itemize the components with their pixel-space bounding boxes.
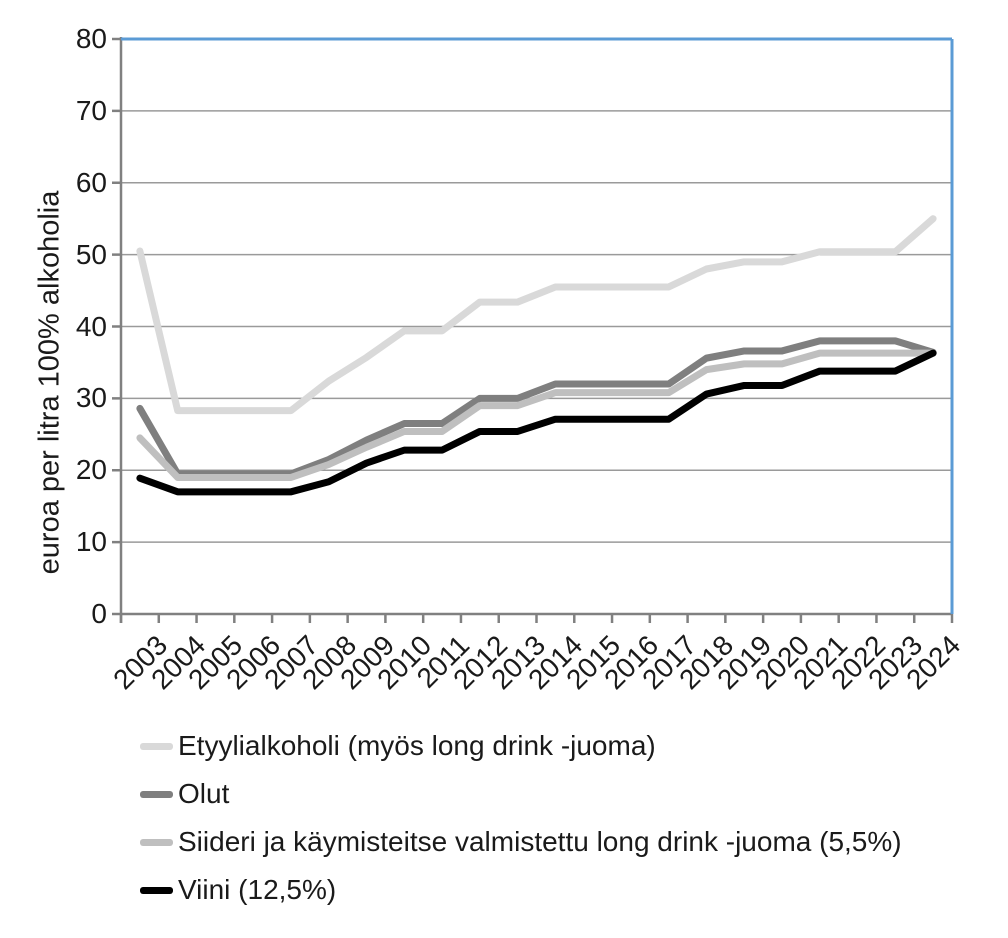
series-line-3 (136, 349, 937, 496)
legend-item-0: Etyylialkoholi (myös long drink -juoma) (140, 722, 902, 770)
legend-label: Etyylialkoholi (myös long drink -juoma) (178, 730, 656, 761)
series-line-2 (136, 349, 937, 481)
legend-item-2: Siideri ja käymisteitse valmistettu long… (140, 818, 902, 866)
y-tick-label: 40 (75, 310, 107, 342)
y-tick-label: 20 (75, 454, 107, 486)
legend-item-3: Viini (12,5%) (140, 866, 902, 914)
y-tick-label: 10 (75, 526, 107, 558)
legend-swatch-icon (140, 790, 173, 798)
legend-label: Olut (178, 778, 230, 809)
chart-legend: Etyylialkoholi (myös long drink -juoma) O… (140, 722, 902, 914)
legend-label: Siideri ja käymisteitse valmistettu long… (178, 826, 902, 857)
series-line-1 (136, 337, 937, 478)
y-tick-label: 0 (91, 598, 107, 629)
y-tick-label: 30 (75, 382, 107, 414)
legend-swatch-icon (140, 838, 173, 846)
legend-swatch-icon (140, 886, 173, 894)
legend-item-1: Olut (140, 770, 902, 818)
legend-label: Viini (12,5%) (178, 874, 337, 905)
series-line-0 (136, 215, 937, 415)
y-tick-label: 60 (75, 166, 107, 198)
y-tick-label: 50 (75, 238, 107, 270)
legend-swatch-icon (140, 742, 173, 750)
y-tick-label: 70 (75, 94, 107, 126)
y-tick-label: 80 (75, 23, 107, 54)
